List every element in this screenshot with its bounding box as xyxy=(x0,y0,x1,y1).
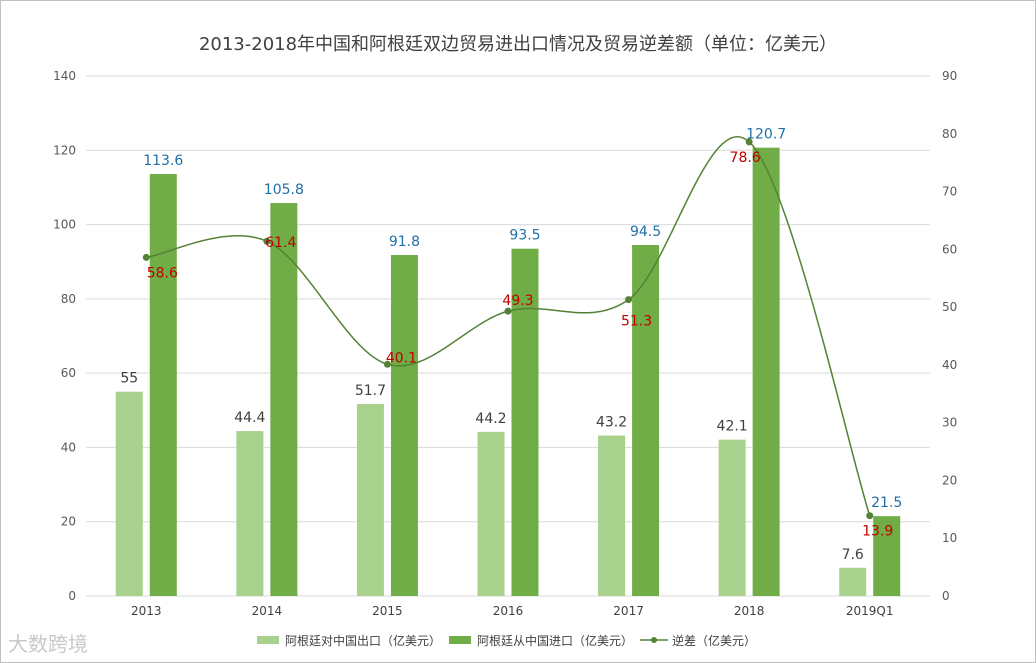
bar-exports xyxy=(236,431,264,596)
deficit-marker xyxy=(504,307,512,315)
bar-imports xyxy=(149,174,177,597)
category-label: 2015 xyxy=(372,604,403,618)
right-tick-label: 30 xyxy=(942,416,957,430)
legend-swatch-imports xyxy=(449,636,471,644)
data-label-exports: 44.4 xyxy=(234,410,265,426)
deficit-marker xyxy=(142,253,150,261)
bar-exports xyxy=(356,403,384,596)
legend-swatch-exports xyxy=(257,636,279,644)
category-label: 2014 xyxy=(252,604,283,618)
chart-title: 2013-2018年中国和阿根廷双边贸易进出口情况及贸易逆差额（单位：亿美元） xyxy=(199,34,837,55)
deficit-line xyxy=(146,136,871,516)
bar-exports xyxy=(598,435,626,596)
left-tick-label: 20 xyxy=(61,515,76,529)
data-label-deficit: 13.9 xyxy=(862,524,893,540)
left-tick-label: 60 xyxy=(61,366,76,380)
bar-imports xyxy=(873,516,901,596)
data-label-deficit: 61.4 xyxy=(265,235,296,251)
bar-exports xyxy=(839,567,867,596)
legend-label-imports: 阿根廷从中国进口（亿美元） xyxy=(477,633,633,648)
right-tick-label: 90 xyxy=(942,69,957,83)
right-axis: 0 10 20 30 40 50 60 70 80 90 xyxy=(942,69,957,603)
data-label-exports: 43.2 xyxy=(596,415,627,431)
right-tick-label: 70 xyxy=(942,185,957,199)
data-label-imports: 93.5 xyxy=(509,228,540,244)
data-label-deficit: 49.3 xyxy=(502,293,533,309)
deficit-marker xyxy=(745,138,753,146)
data-label-imports: 105.8 xyxy=(264,182,304,198)
gridlines xyxy=(86,75,930,597)
data-label-imports: 21.5 xyxy=(871,495,902,511)
legend-label-exports: 阿根廷对中国出口（亿美元） xyxy=(285,633,441,648)
deficit-marker xyxy=(866,512,874,520)
category-axis: 2013 2014 2015 2016 2017 2018 2019Q1 xyxy=(131,604,894,618)
data-label-deficit: 40.1 xyxy=(386,350,417,366)
data-label-exports: 55 xyxy=(120,371,138,387)
bar-exports xyxy=(115,391,143,596)
right-tick-label: 10 xyxy=(942,531,957,545)
bar-imports xyxy=(632,245,660,596)
left-tick-label: 140 xyxy=(53,69,76,83)
right-tick-label: 50 xyxy=(942,300,957,314)
left-tick-label: 0 xyxy=(68,589,76,603)
bar-exports xyxy=(718,439,746,596)
bar-imports xyxy=(270,203,298,596)
data-labels: 55 113.6 44.4 105.8 51.7 91.8 44.2 93.5 43.2 94.5… xyxy=(120,127,902,563)
category-label: 2019Q1 xyxy=(846,604,894,618)
data-label-exports: 51.7 xyxy=(355,383,386,399)
left-tick-label: 100 xyxy=(53,218,76,232)
line-series xyxy=(142,136,874,520)
deficit-marker xyxy=(625,296,633,304)
right-tick-label: 80 xyxy=(942,127,957,141)
legend-label-deficit: 逆差（亿美元） xyxy=(672,633,756,648)
data-label-exports: 44.2 xyxy=(475,411,506,427)
bar-imports xyxy=(752,147,780,596)
data-label-exports: 7.6 xyxy=(842,547,864,563)
left-tick-label: 40 xyxy=(61,440,76,454)
data-label-imports: 94.5 xyxy=(630,224,661,240)
bar-exports xyxy=(477,431,505,596)
right-tick-label: 60 xyxy=(942,242,957,256)
deficit-marker xyxy=(383,360,391,368)
category-label: 2018 xyxy=(734,604,765,618)
category-label: 2016 xyxy=(493,604,524,618)
data-label-imports: 120.7 xyxy=(746,127,786,143)
legend-swatch-deficit-marker xyxy=(651,637,657,643)
bar-imports xyxy=(390,255,418,596)
right-tick-label: 0 xyxy=(942,589,950,603)
legend: 阿根廷对中国出口（亿美元） 阿根廷从中国进口（亿美元） 逆差（亿美元） xyxy=(257,633,756,648)
left-tick-label: 120 xyxy=(53,143,76,157)
right-tick-label: 40 xyxy=(942,358,957,372)
deficit-marker xyxy=(263,237,271,245)
left-tick-label: 80 xyxy=(61,292,76,306)
left-axis: 0 20 40 60 80 100 120 140 xyxy=(53,69,76,603)
data-label-imports: 91.8 xyxy=(389,234,420,250)
data-label-deficit: 78.6 xyxy=(730,150,761,166)
bar-imports xyxy=(511,248,539,596)
data-label-exports: 42.1 xyxy=(717,419,748,435)
watermark: 大数跨境 xyxy=(8,632,88,656)
bar-series xyxy=(115,147,901,597)
category-label: 2013 xyxy=(131,604,162,618)
category-label: 2017 xyxy=(613,604,644,618)
data-label-deficit: 51.3 xyxy=(621,314,652,330)
data-label-deficit: 58.6 xyxy=(147,265,178,281)
right-tick-label: 20 xyxy=(942,473,957,487)
data-label-imports: 113.6 xyxy=(143,153,183,169)
